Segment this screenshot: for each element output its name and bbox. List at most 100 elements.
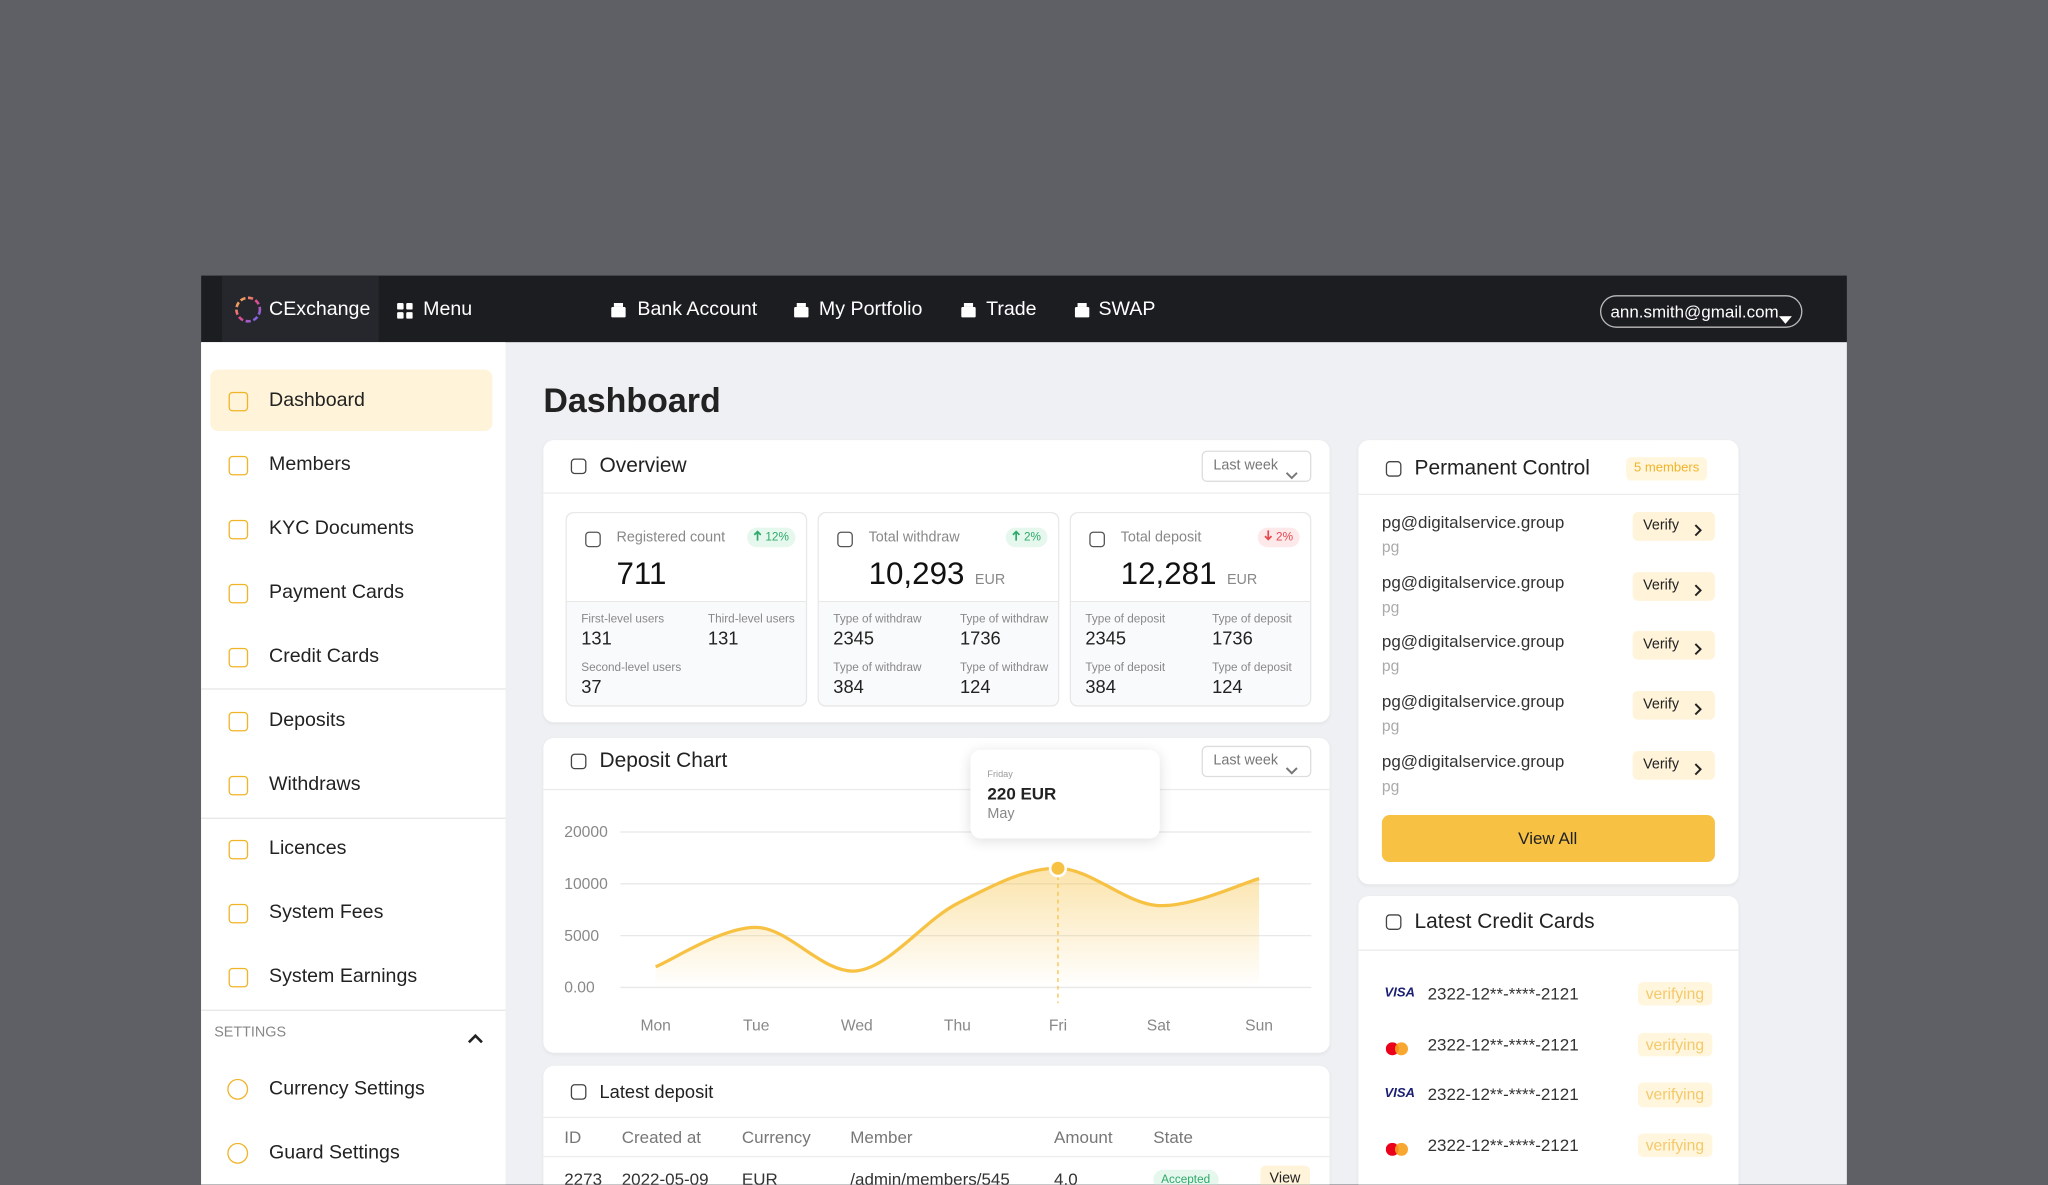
table-divider	[543, 1155, 1330, 1158]
detail-value: 384	[833, 676, 864, 697]
latest-deposit-card	[543, 1065, 1330, 1185]
stat-icon	[837, 531, 853, 548]
y-tick-label: 10000	[564, 876, 608, 893]
verify-button[interactable]	[1632, 750, 1715, 780]
card-number: 2322-12**-****-2121	[1427, 1034, 1579, 1054]
verify-label: Verify	[1643, 517, 1680, 534]
sidebar-item[interactable]: Withdraws	[269, 773, 361, 796]
user-menu[interactable]	[1599, 295, 1803, 328]
sidebar-icon	[227, 519, 248, 539]
detail-value: 131	[707, 627, 739, 649]
change-value: 2%	[1023, 530, 1041, 544]
view-all-button[interactable]	[1381, 815, 1715, 863]
card-number: 2322-12**-****-2121	[1427, 983, 1579, 1004]
member-email: pg@digitalservice.group	[1381, 751, 1565, 771]
detail-value: 2345	[833, 627, 874, 649]
card-icon	[570, 1084, 587, 1100]
user-email: ann.smith@gmail.com	[1610, 301, 1779, 321]
card-title: Latest Credit Cards	[1414, 910, 1595, 934]
sidebar-divider	[201, 817, 506, 819]
verify-button[interactable]	[1632, 511, 1715, 541]
card-divider	[1358, 949, 1739, 951]
active-item	[210, 369, 493, 432]
sidebar-item[interactable]: Credit Cards	[269, 645, 380, 668]
period-label: Last week	[1213, 752, 1279, 769]
card-network: VISA	[1384, 986, 1415, 1001]
tooltip	[970, 749, 1160, 839]
sidebar-icon	[227, 391, 248, 411]
sidebar-item[interactable]: Currency Settings	[269, 1077, 425, 1100]
nav-link-icon	[610, 302, 627, 318]
stat-number: 10,293	[868, 556, 965, 592]
tooltip-value: 220 EUR	[987, 783, 1057, 804]
deposit-chart-card	[543, 737, 1330, 1053]
x-tick-label: Fri	[1049, 1018, 1067, 1035]
member-sub: pg	[1381, 716, 1400, 736]
navbar	[201, 275, 1847, 343]
period-select[interactable]	[1201, 745, 1312, 778]
sidebar-item[interactable]: Deposits	[269, 709, 346, 732]
chevron	[1694, 639, 1702, 656]
card-network: VISA	[1384, 1087, 1415, 1102]
sidebar-item[interactable]: KYC Documents	[269, 517, 414, 540]
menu-icon	[397, 302, 413, 319]
column-header: Currency	[741, 1127, 811, 1148]
brand-area	[222, 275, 379, 343]
column-header: Member	[850, 1127, 913, 1148]
detail-label: Third-level users	[707, 612, 795, 626]
table-cell: 2273	[564, 1169, 603, 1185]
detail-label: First-level users	[581, 612, 665, 626]
card-title: Overview	[599, 455, 687, 478]
column-header: Amount	[1054, 1127, 1113, 1148]
chevron	[1694, 520, 1702, 537]
member-email: pg@digitalservice.group	[1381, 512, 1565, 532]
card-number: 2322-12**-****-2121	[1427, 1084, 1579, 1105]
change-badge: 2%	[1005, 527, 1048, 548]
card-title: Permanent Control	[1414, 457, 1590, 480]
detail-value: 37	[581, 676, 602, 697]
chevron	[1285, 758, 1298, 775]
sidebar-item[interactable]: Licences	[269, 837, 347, 860]
member-email: pg@digitalservice.group	[1381, 691, 1565, 711]
sidebar-item[interactable]: Dashboard	[269, 389, 365, 412]
table-cell: 2022-05-09	[621, 1169, 709, 1185]
nav-link[interactable]: Trade	[986, 297, 1037, 320]
period-select[interactable]	[1201, 450, 1312, 482]
sidebar-icon	[227, 1142, 249, 1164]
stat-value: 711	[616, 556, 666, 593]
tooltip-day: Friday	[987, 770, 1013, 780]
card-title: Latest deposit	[599, 1080, 714, 1102]
card-icon	[570, 458, 587, 475]
chevron	[1285, 462, 1298, 480]
sidebar-item[interactable]: Payment Cards	[269, 581, 405, 604]
stat-label: Registered count	[616, 529, 726, 546]
detail-label: Type of deposit	[1085, 612, 1166, 626]
detail-label: Type of deposit	[1085, 660, 1166, 674]
sidebar-item[interactable]: Guard Settings	[269, 1141, 400, 1164]
sidebar-icon	[227, 583, 248, 603]
period-label: Last week	[1213, 457, 1279, 474]
sidebar-item[interactable]: System Fees	[269, 901, 384, 924]
nav-link[interactable]: SWAP	[1098, 297, 1156, 320]
stat-value: 10,293 EUR	[869, 556, 1006, 593]
trend-arrow	[1264, 530, 1273, 541]
nav-link[interactable]: Bank Account	[637, 297, 758, 320]
detail-label: Type of deposit	[1212, 612, 1292, 626]
menu-button[interactable]: Menu	[423, 297, 473, 320]
verify-button[interactable]	[1632, 691, 1715, 720]
sidebar-item[interactable]: Members	[269, 453, 351, 476]
members-badge: 5 members	[1626, 457, 1708, 481]
chevron	[1694, 699, 1702, 716]
nav-link[interactable]: My Portfolio	[818, 297, 923, 320]
verify-label: Verify	[1643, 577, 1680, 594]
card-divider	[543, 788, 1330, 791]
view-button[interactable]: View	[1260, 1165, 1310, 1185]
sidebar-item[interactable]: System Earnings	[269, 965, 418, 988]
trend-arrow	[753, 530, 762, 541]
verify-button[interactable]	[1632, 571, 1715, 601]
stat-label: Total withdraw	[868, 529, 960, 546]
verify-button[interactable]	[1632, 631, 1715, 661]
card-icon	[1385, 914, 1402, 930]
